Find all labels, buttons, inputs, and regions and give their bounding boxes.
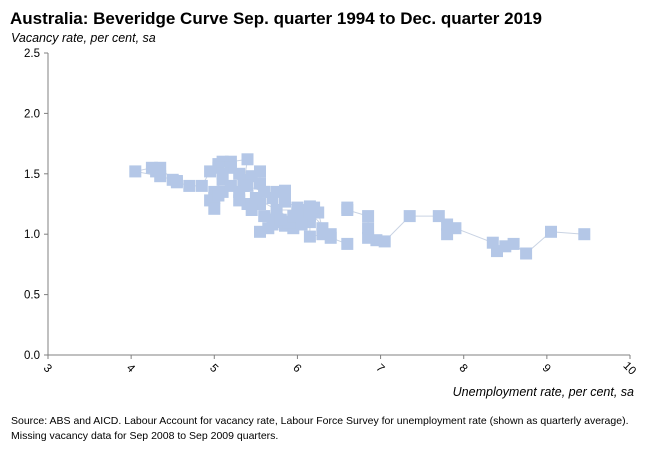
data-point xyxy=(341,237,354,250)
data-point xyxy=(432,210,445,223)
data-point xyxy=(195,179,208,192)
data-point xyxy=(441,228,454,241)
x-tick-label: 5 xyxy=(207,362,220,375)
data-point xyxy=(208,202,221,215)
y-tick-label: 2.0 xyxy=(24,108,40,120)
data-point xyxy=(324,228,337,241)
data-point xyxy=(303,206,316,219)
y-tick-label: 0.5 xyxy=(24,290,40,302)
x-tick-label: 9 xyxy=(540,362,553,375)
data-point xyxy=(303,230,316,243)
axes: 0.0 0.5 1.0 1.5 2.0 2.5 3 4 5 6 7 8 9 10 xyxy=(24,48,638,377)
y-tick-label: 1.0 xyxy=(24,229,40,241)
data-point xyxy=(170,175,183,187)
x-tick-label: 8 xyxy=(456,362,469,375)
data-point xyxy=(362,231,375,244)
data-point xyxy=(341,201,354,214)
data-point xyxy=(241,153,254,166)
data-point xyxy=(486,236,499,249)
y-tick-label: 1.5 xyxy=(24,169,40,181)
x-tick-label: 6 xyxy=(290,362,303,375)
x-tick-label: 7 xyxy=(373,362,386,375)
chart-title: Australia: Beveridge Curve Sep. quarter … xyxy=(10,9,542,28)
data-point xyxy=(258,185,271,198)
data-point xyxy=(274,213,287,226)
data-point xyxy=(154,170,167,183)
data-point xyxy=(183,179,196,192)
data-point xyxy=(216,167,229,180)
data-point xyxy=(270,204,283,216)
x-axis-title: Unemployment rate, per cent, sa xyxy=(452,385,634,399)
data-point xyxy=(204,165,217,178)
data-point xyxy=(520,247,533,260)
data-point xyxy=(241,179,254,192)
data-point xyxy=(279,184,291,197)
data-point xyxy=(295,218,308,231)
x-tick-label: 4 xyxy=(124,362,137,375)
data-point xyxy=(362,222,375,235)
data-point xyxy=(254,225,266,238)
x-tick-label: 3 xyxy=(41,362,54,375)
data-point xyxy=(545,225,557,238)
y-tick-label: 2.5 xyxy=(24,48,40,60)
data-point xyxy=(578,228,591,241)
y-axis-title: Vacancy rate, per cent, sa xyxy=(11,31,156,45)
series-points xyxy=(129,153,591,260)
source-note: Source: ABS and AICD. Labour Account for… xyxy=(11,415,629,442)
data-point xyxy=(129,165,142,178)
data-point xyxy=(254,165,266,178)
data-point xyxy=(403,210,416,223)
x-tick-label: 10 xyxy=(621,360,639,378)
y-tick-label: 0.0 xyxy=(24,350,40,362)
data-point xyxy=(507,237,520,250)
data-point xyxy=(362,210,375,223)
